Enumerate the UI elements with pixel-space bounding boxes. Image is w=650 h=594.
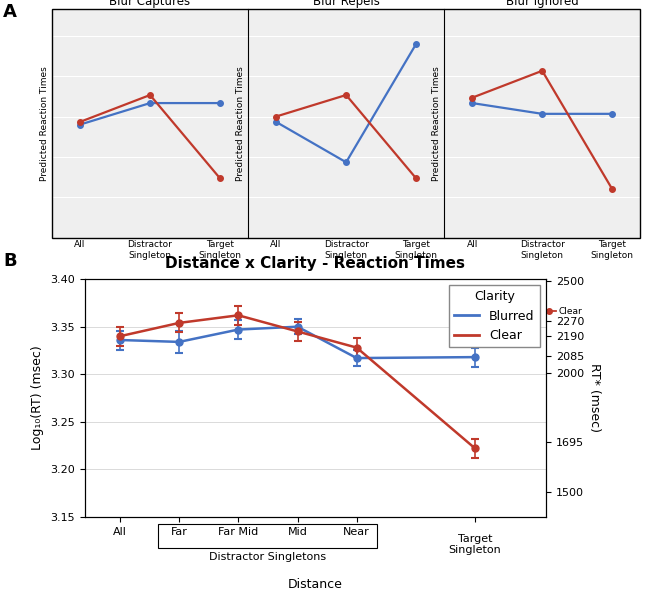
Y-axis label: Predicted Reaction Times: Predicted Reaction Times — [237, 66, 245, 181]
Y-axis label: Predicted Reaction Times: Predicted Reaction Times — [40, 66, 49, 181]
Y-axis label: Log₁₀(RT) (msec): Log₁₀(RT) (msec) — [31, 346, 44, 450]
Title: Blur Ignored: Blur Ignored — [506, 0, 578, 8]
Text: B: B — [3, 252, 17, 270]
X-axis label: Distance: Distance — [288, 578, 343, 591]
Legend: Blur, Clear: Blur, Clear — [107, 304, 194, 320]
Y-axis label: RT* (msec): RT* (msec) — [588, 364, 601, 432]
Text: Distractor Singletons: Distractor Singletons — [209, 552, 326, 562]
Title: Blur Captures: Blur Captures — [109, 0, 190, 8]
Legend: Blurred, Clear: Blurred, Clear — [449, 286, 540, 347]
Text: A: A — [3, 3, 17, 21]
Y-axis label: Predicted Reaction Times: Predicted Reaction Times — [432, 66, 441, 181]
Title: Distance x Clarity - Reaction Times: Distance x Clarity - Reaction Times — [165, 256, 465, 271]
Legend: Blur, Clear: Blur, Clear — [302, 304, 390, 320]
Legend: Blur, Clear: Blur, Clear — [499, 304, 586, 320]
Text: Target
Singleton: Target Singleton — [448, 534, 501, 555]
Title: Blur Repels: Blur Repels — [313, 0, 380, 8]
